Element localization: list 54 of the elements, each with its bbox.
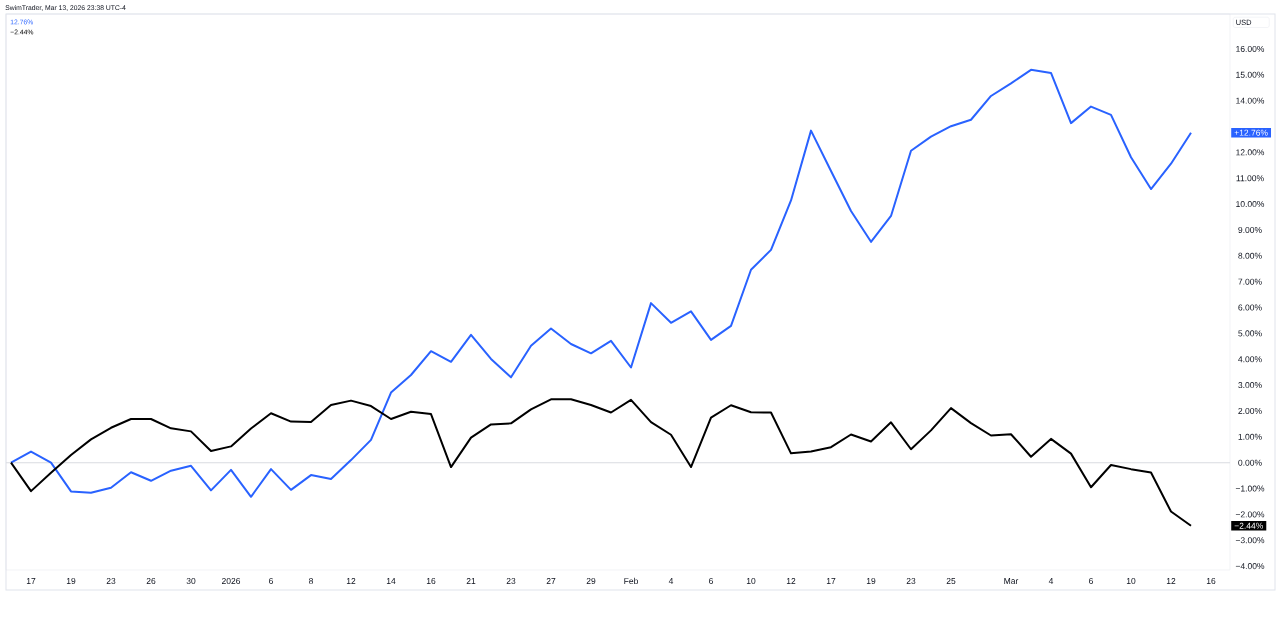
y-tick-label: −2.00% — [1235, 511, 1265, 518]
y-tick-label: 16.00% — [1236, 45, 1265, 52]
y-tick-label: −1.00% — [1235, 485, 1265, 492]
x-tick-label: 17 — [826, 578, 836, 584]
y-tick-label: 9.00% — [1238, 226, 1262, 233]
x-tick-label: 26 — [146, 578, 156, 584]
y-tick-label: −4.00% — [1235, 563, 1265, 570]
y-tick-label: 1.00% — [1238, 433, 1262, 440]
x-tick-label: 6 — [269, 578, 273, 584]
x-tick-label: 23 — [506, 578, 516, 584]
x-tick-label: 19 — [66, 578, 76, 584]
x-tick-label: 10 — [746, 578, 756, 584]
y-tick-label: 0.00% — [1238, 459, 1262, 466]
line-series — [10, 398, 1192, 527]
y-tick-label: −3.00% — [1235, 537, 1265, 544]
x-tick-label: 23 — [906, 578, 916, 584]
x-tick-label: 21 — [466, 578, 476, 584]
text: +12.76% — [1234, 129, 1268, 136]
x-tick-label: 14 — [386, 578, 396, 584]
x-tick-label: 16 — [1206, 578, 1216, 584]
x-tick-label: 12 — [346, 578, 356, 584]
x-tick-label: 12 — [786, 578, 796, 584]
y-tick-label: 3.00% — [1238, 382, 1262, 389]
x-tick-label: 25 — [946, 578, 956, 584]
x-tick-label: 17 — [26, 578, 36, 584]
x-tick-label: 2026 — [221, 578, 241, 584]
x-tick-label: 6 — [709, 578, 713, 584]
x-tick-label: 27 — [546, 578, 556, 584]
x-tick-label: 10 — [1126, 578, 1136, 584]
x-tick-label: 29 — [586, 578, 596, 584]
x-tick-label: 4 — [1048, 578, 1054, 584]
x-tick-label: 19 — [866, 578, 876, 584]
x-tick-label: Feb — [624, 577, 638, 585]
y-tick-label: 10.00% — [1236, 201, 1265, 208]
line-series — [10, 68, 1192, 498]
y-tick-label: 7.00% — [1238, 278, 1262, 285]
x-tick-label: 23 — [106, 578, 116, 584]
y-tick-label: 5.00% — [1238, 330, 1262, 337]
y-tick-label: 8.00% — [1238, 252, 1262, 259]
y-tick-label: 2.00% — [1238, 407, 1262, 414]
x-tick-label: 12 — [1166, 578, 1176, 584]
y-tick-label: 15.00% — [1236, 71, 1265, 78]
x-tick-label: Mar — [1004, 578, 1019, 584]
y-tick-label: 6.00% — [1238, 304, 1262, 311]
text: −2.44% — [1234, 522, 1263, 529]
y-tick-label: 14.00% — [1236, 97, 1265, 104]
y-tick-label: 4.00% — [1238, 356, 1262, 363]
x-tick-label: 16 — [426, 578, 436, 584]
x-tick-label: 30 — [186, 578, 196, 584]
x-tick-label: 8 — [309, 578, 313, 584]
x-tick-label: 4 — [668, 578, 674, 584]
x-tick-label: 6 — [1089, 578, 1093, 584]
y-tick-label: 11.00% — [1236, 175, 1264, 182]
y-tick-label: 12.00% — [1236, 149, 1265, 156]
